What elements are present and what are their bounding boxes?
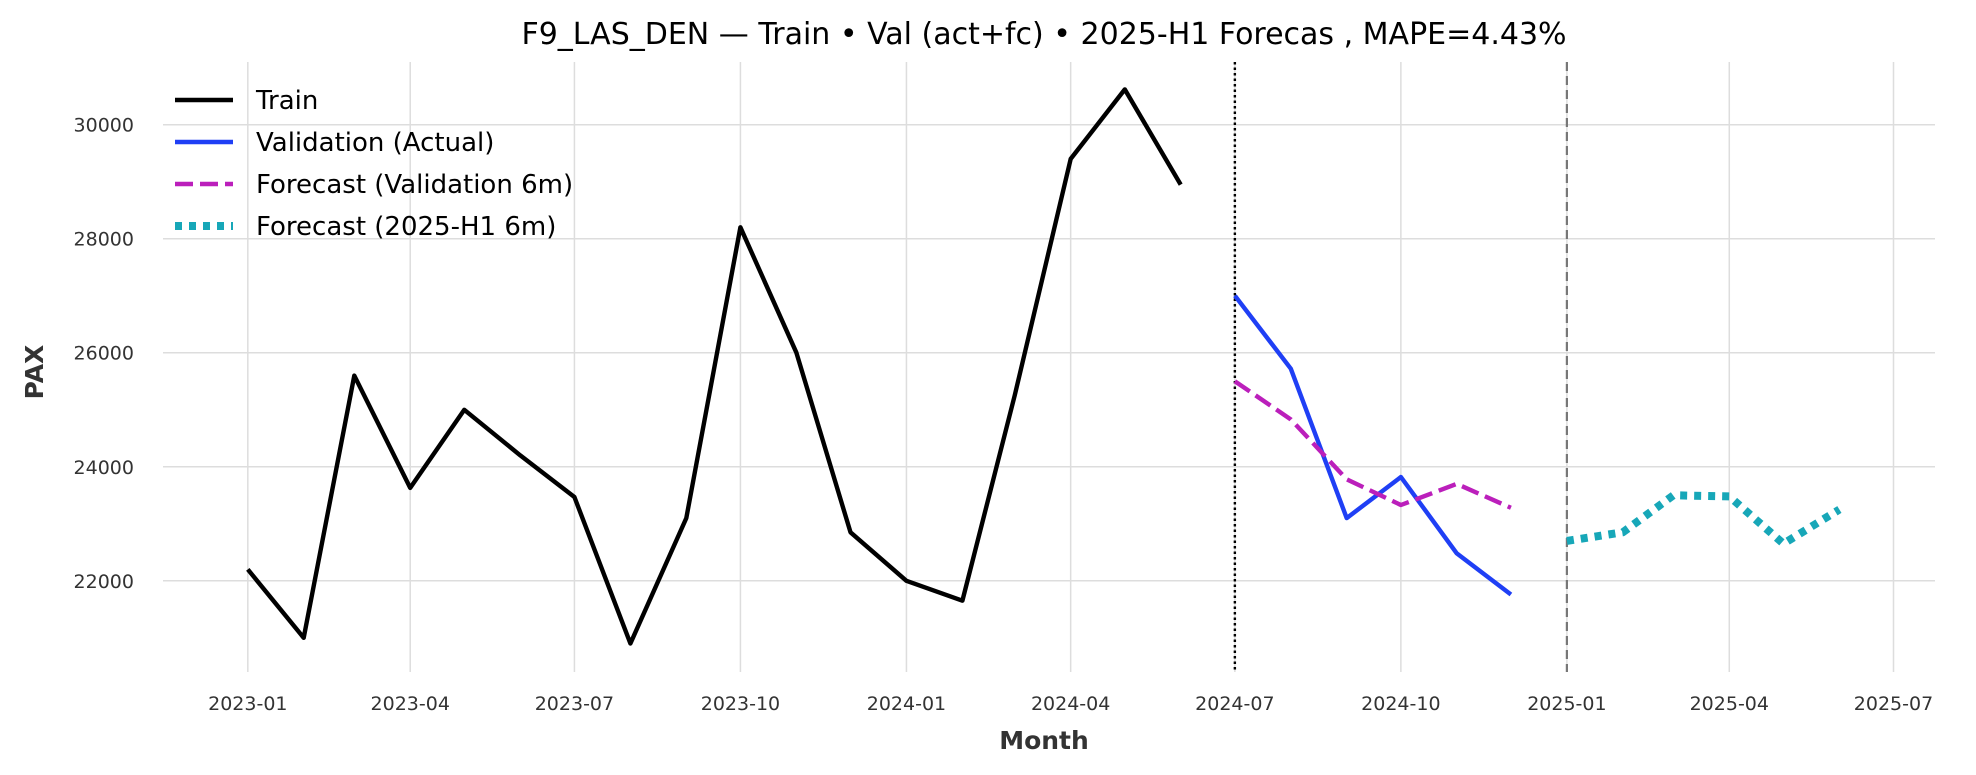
chart-title: F9_LAS_DEN — Train • Val (act+fc) • 2025… [521,17,1566,52]
legend-label: Validation (Actual) [256,128,494,158]
x-tick-label: 2024-04 [1031,693,1110,715]
y-tick-label: 22000 [74,571,134,593]
series-line-3 [1233,379,1512,510]
x-tick-label: 2023-04 [371,693,450,715]
y-axis-label: PAX [20,345,49,400]
x-tick-label: 2024-07 [1195,693,1274,715]
series-group [246,87,1842,646]
legend-label: Forecast (Validation 6m) [256,170,573,200]
x-tick-label: 2023-07 [535,693,614,715]
vertical-markers [1233,62,1568,672]
y-tick-labels: 22000 24000 26000 28000 30000 [74,115,134,593]
legend: Train Validation (Actual) Forecast (Valida… [175,86,573,242]
x-axis-label: Month [999,726,1089,755]
y-tick-label: 24000 [74,457,134,479]
x-tick-label: 2025-04 [1690,693,1769,715]
x-tick-label: 2025-01 [1527,693,1606,715]
y-tick-label: 26000 [74,343,134,365]
y-tick-label: 30000 [74,115,134,137]
x-tick-label: 2023-10 [701,693,780,715]
x-tick-labels: 2023-01 2023-04 2023-07 2023-10 2024-01 2024-… [208,693,1933,715]
legend-label: Train [255,86,318,116]
x-tick-label: 2023-01 [208,693,287,715]
x-tick-label: 2024-01 [867,693,946,715]
x-tick-label: 2025-07 [1854,693,1933,715]
series-line-2 [1233,294,1513,597]
series-line-4 [1566,491,1842,548]
x-tick-label: 2024-10 [1361,693,1440,715]
y-tick-label: 28000 [74,229,134,251]
series-line-1 [246,87,1183,646]
legend-label: Forecast (2025-H1 6m) [256,212,556,242]
